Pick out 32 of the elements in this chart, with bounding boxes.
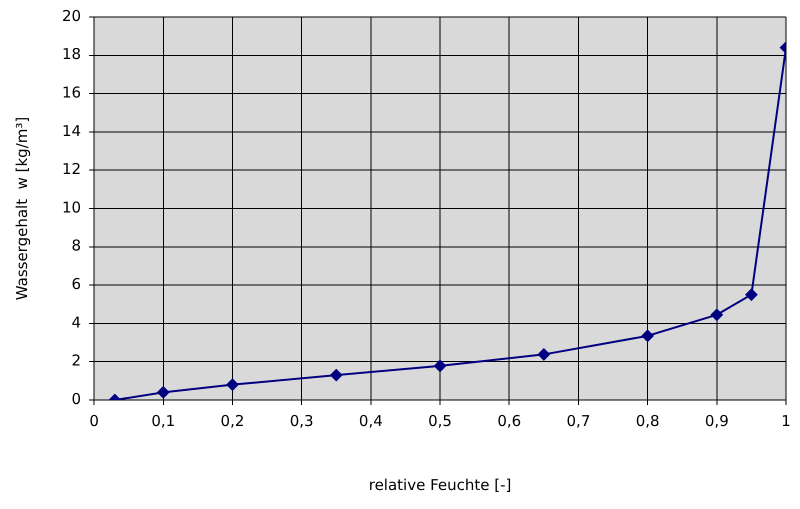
- point: [710, 308, 723, 321]
- y-tick-label: 12: [62, 160, 82, 178]
- x-tick-label: 0,3: [290, 412, 314, 430]
- x-tick-label: 0,1: [151, 412, 176, 430]
- y-axis-title: Wassergehalt w [kg/m³]: [12, 116, 31, 300]
- x-tick-label: 0,6: [497, 412, 522, 430]
- x-tick-label: 0,8: [636, 412, 660, 430]
- point: [642, 330, 654, 342]
- x-axis-title: relative Feuchte [-]: [368, 476, 512, 494]
- x-tick-label: 0: [89, 412, 99, 430]
- y-tick-label: 0: [72, 390, 82, 408]
- x-tick-label: 1: [781, 412, 791, 430]
- x-tick-label: 0,2: [220, 412, 244, 430]
- point: [330, 369, 342, 382]
- x-tick-label: 0,7: [566, 412, 590, 430]
- y-tick-label: 6: [72, 274, 82, 293]
- y-tick-label: 10: [62, 198, 82, 216]
- point: [434, 360, 446, 372]
- y-tick-label: 14: [62, 122, 82, 140]
- x-tick-label: 0,4: [358, 412, 383, 430]
- y-tick-label: 2: [72, 352, 82, 370]
- y-tick-label: 20: [62, 6, 82, 25]
- point: [226, 378, 238, 391]
- y-tick-label: 16: [62, 83, 82, 102]
- x-tick-label: 0,9: [704, 412, 729, 430]
- point: [538, 348, 550, 360]
- y-tick-label: 8: [72, 236, 82, 255]
- y-tick-label: 4: [72, 313, 82, 332]
- y-tick-label: 18: [62, 45, 82, 64]
- x-tick-label: 0,5: [428, 412, 452, 430]
- point: [745, 288, 758, 301]
- point: [157, 386, 170, 398]
